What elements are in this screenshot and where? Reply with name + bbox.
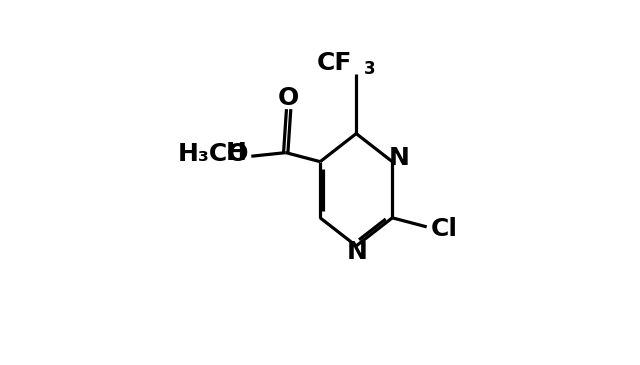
Text: H: H [226,141,247,165]
Text: 3: 3 [364,61,376,78]
Text: H₃CO: H₃CO [178,142,250,166]
Text: N: N [389,146,410,170]
Text: O: O [278,85,300,110]
Text: N: N [346,241,367,264]
Text: Cl: Cl [430,217,458,241]
Text: CF: CF [317,51,352,75]
